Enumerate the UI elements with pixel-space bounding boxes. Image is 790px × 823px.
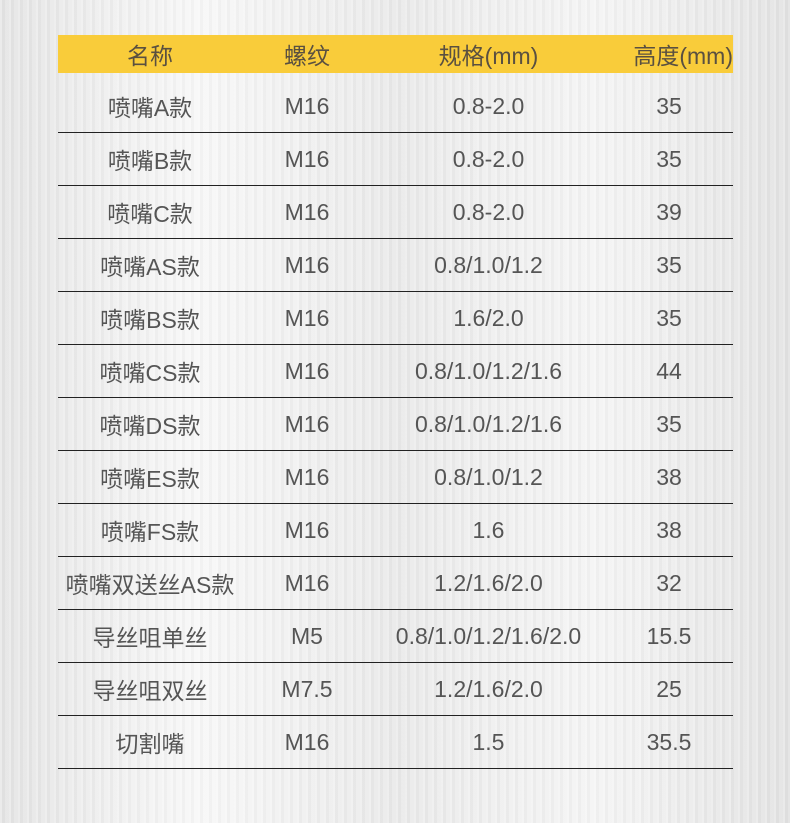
cell-name: 喷嘴AS款 xyxy=(100,254,200,280)
table-row: 喷嘴FS款 M16 1.6 38 xyxy=(58,504,733,557)
cell-height: 38 xyxy=(656,516,682,543)
table-row: 导丝咀双丝 M7.5 1.2/1.6/2.0 25 xyxy=(58,663,733,716)
table-row: 切割嘴 M16 1.5 35.5 xyxy=(58,716,733,769)
cell-height: 32 xyxy=(656,569,682,596)
cell-spec: 1.6/2.0 xyxy=(453,304,524,331)
spec-table: 名称 螺纹 规格(mm) 高度(mm) 喷嘴A款 M16 0.8-2.0 35 喷嘴B款… xyxy=(58,35,733,769)
cell-spec: 0.8-2.0 xyxy=(452,198,525,225)
table-row: 喷嘴CS款 M16 0.8/1.0/1.2/1.6 44 xyxy=(58,345,733,398)
cell-thread: M16 xyxy=(284,145,330,172)
cell-spec: 1.6 xyxy=(472,516,505,543)
cell-spec: 0.8/1.0/1.2 xyxy=(434,251,543,278)
cell-thread: M7.5 xyxy=(281,675,333,702)
cell-name: 导丝咀单丝 xyxy=(92,625,208,651)
cell-thread: M16 xyxy=(284,304,330,331)
table-row: 喷嘴BS款 M16 1.6/2.0 35 xyxy=(58,292,733,345)
cell-spec: 0.8-2.0 xyxy=(452,145,525,172)
table-header: 名称 螺纹 规格(mm) 高度(mm) xyxy=(58,35,733,73)
cell-name: 喷嘴CS款 xyxy=(99,360,201,386)
cell-name: 喷嘴DS款 xyxy=(99,413,201,439)
table-row: 喷嘴C款 M16 0.8-2.0 39 xyxy=(58,186,733,239)
cell-spec: 0.8/1.0/1.2/1.6 xyxy=(414,357,563,384)
cell-thread: M16 xyxy=(284,728,330,755)
cell-name: 喷嘴C款 xyxy=(107,201,193,227)
cell-thread: M16 xyxy=(284,516,330,543)
cell-spec: 1.2/1.6/2.0 xyxy=(434,569,543,596)
cell-thread: M16 xyxy=(284,251,330,278)
cell-name: 喷嘴双送丝AS款 xyxy=(65,572,235,598)
cell-spec: 1.5 xyxy=(472,728,505,755)
cell-height: 35 xyxy=(656,145,682,172)
table-row: 喷嘴A款 M16 0.8-2.0 35 xyxy=(58,80,733,133)
cell-thread: M5 xyxy=(291,622,323,649)
cell-height: 35 xyxy=(656,410,682,437)
table-row: 喷嘴双送丝AS款 M16 1.2/1.6/2.0 32 xyxy=(58,557,733,610)
cell-spec: 0.8-2.0 xyxy=(452,92,525,119)
cell-height: 35 xyxy=(656,251,682,278)
cell-height: 35 xyxy=(656,304,682,331)
cell-thread: M16 xyxy=(284,410,330,437)
cell-spec: 0.8/1.0/1.2 xyxy=(434,463,543,490)
cell-thread: M16 xyxy=(284,92,330,119)
cell-height: 35.5 xyxy=(646,728,692,755)
cell-height: 38 xyxy=(656,463,682,490)
table-row: 喷嘴ES款 M16 0.8/1.0/1.2 38 xyxy=(58,451,733,504)
table-row: 喷嘴DS款 M16 0.8/1.0/1.2/1.6 35 xyxy=(58,398,733,451)
cell-thread: M16 xyxy=(284,198,330,225)
table-body: 喷嘴A款 M16 0.8-2.0 35 喷嘴B款 M16 0.8-2.0 35 喷嘴C款 M16 0… xyxy=(58,80,733,769)
header-thread: 螺纹 xyxy=(284,43,330,69)
cell-thread: M16 xyxy=(284,569,330,596)
table-row: 导丝咀单丝 M5 0.8/1.0/1.2/1.6/2.0 15.5 xyxy=(58,610,733,663)
cell-spec: 0.8/1.0/1.2/1.6 xyxy=(414,410,563,437)
cell-height: 15.5 xyxy=(646,622,692,649)
cell-thread: M16 xyxy=(284,357,330,384)
cell-name: 喷嘴A款 xyxy=(107,95,193,121)
header-name: 名称 xyxy=(127,43,173,69)
cell-name: 切割嘴 xyxy=(115,731,185,757)
cell-height: 39 xyxy=(656,198,682,225)
cell-name: 喷嘴B款 xyxy=(107,148,193,174)
cell-name: 喷嘴FS款 xyxy=(100,519,200,545)
cell-name: 喷嘴ES款 xyxy=(100,466,200,492)
header-spec: 规格(mm) xyxy=(438,43,539,69)
table-row: 喷嘴B款 M16 0.8-2.0 35 xyxy=(58,133,733,186)
cell-height: 35 xyxy=(656,92,682,119)
cell-thread: M16 xyxy=(284,463,330,490)
cell-height: 25 xyxy=(656,675,682,702)
table-row: 喷嘴AS款 M16 0.8/1.0/1.2 35 xyxy=(58,239,733,292)
cell-height: 44 xyxy=(656,357,682,384)
cell-name: 喷嘴BS款 xyxy=(100,307,200,333)
cell-name: 导丝咀双丝 xyxy=(92,678,208,704)
cell-spec: 0.8/1.0/1.2/1.6/2.0 xyxy=(395,622,582,649)
cell-spec: 1.2/1.6/2.0 xyxy=(434,675,543,702)
header-height: 高度(mm) xyxy=(633,43,733,69)
